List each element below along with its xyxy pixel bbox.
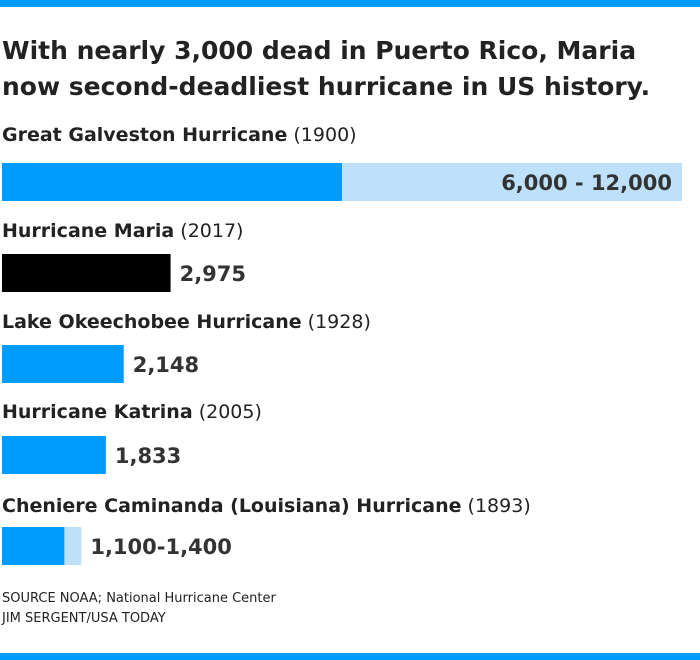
- category-label: Cheniere Caminanda (Louisiana) Hurricane…: [2, 494, 531, 518]
- source-text: SOURCE NOAA; National Hurricane Center: [2, 591, 276, 606]
- category-label: Hurricane Maria (2017): [2, 219, 243, 243]
- bar: [2, 345, 124, 383]
- data-label: 1,100-1,400: [90, 535, 232, 559]
- hurricane-name: Lake Okeechobee Hurricane: [2, 311, 302, 333]
- hurricane-year: (1928): [307, 311, 371, 333]
- category-label: Lake Okeechobee Hurricane (1928): [2, 310, 371, 334]
- source-note: SOURCE NOAA; National Hurricane Center J…: [2, 589, 276, 629]
- bar: [2, 163, 342, 201]
- data-label: 1,833: [115, 444, 181, 468]
- category-label: Great Galveston Hurricane (1900): [2, 123, 357, 147]
- hurricane-year: (2017): [180, 220, 244, 242]
- credit-text: JIM SERGENT/USA TODAY: [2, 611, 166, 626]
- hurricane-name: Great Galveston Hurricane: [2, 124, 288, 146]
- hurricane-name: Hurricane Katrina: [2, 401, 193, 423]
- chart-title: With nearly 3,000 dead in Puerto Rico, M…: [2, 36, 651, 101]
- data-label: 2,975: [180, 262, 246, 286]
- category-label: Hurricane Katrina (2005): [2, 400, 262, 424]
- data-label: 6,000 - 12,000: [501, 171, 672, 195]
- bar: [2, 254, 171, 292]
- hurricane-year: (2005): [198, 401, 262, 423]
- bar: [2, 436, 106, 474]
- hurricane-name: Hurricane Maria: [2, 220, 175, 242]
- hurricane-year: (1900): [293, 124, 357, 146]
- bottom-rule: [0, 653, 700, 660]
- bar: [2, 527, 65, 565]
- hurricane-year: (1893): [467, 495, 531, 517]
- hurricane-name: Cheniere Caminanda (Louisiana) Hurricane: [2, 495, 462, 517]
- data-label: 2,148: [133, 353, 199, 377]
- top-rule: [0, 0, 700, 7]
